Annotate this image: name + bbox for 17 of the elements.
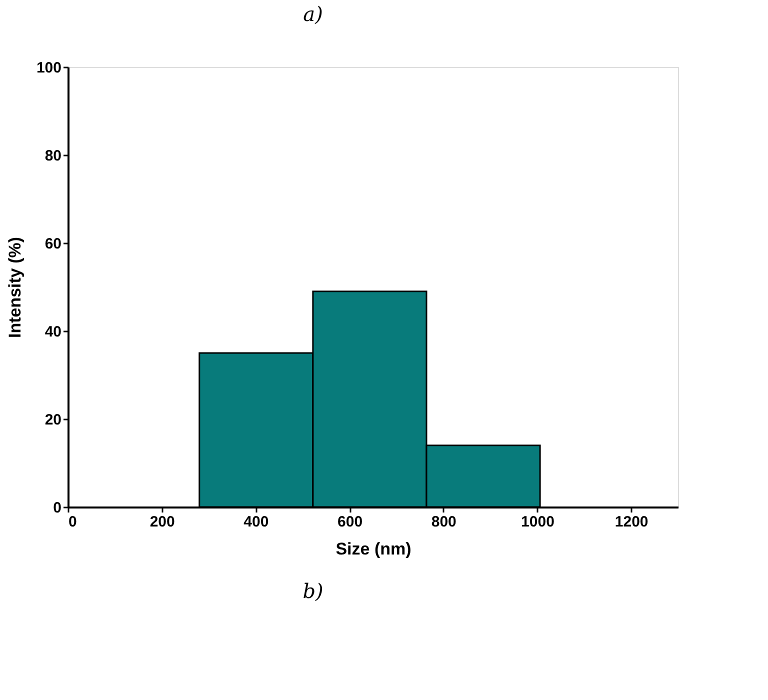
y-tick-label: 100 <box>36 60 62 76</box>
y-axis-title: Intensity (%) <box>5 236 24 338</box>
x-tick-label: 600 <box>338 514 363 530</box>
text: b) <box>302 579 324 603</box>
x-tick-label: 1200 <box>614 514 648 530</box>
y-tick-label: 0 <box>53 500 62 516</box>
x-tick-label: 0 <box>68 514 77 530</box>
x-tick-label: 800 <box>431 514 456 530</box>
x-axis-title: Size (nm) <box>336 540 412 558</box>
y-tick-label: 40 <box>44 324 62 340</box>
y-tick-label: 20 <box>44 412 62 428</box>
x-tick-label: 1000 <box>521 514 554 530</box>
y-tick-label: 60 <box>44 236 62 252</box>
chart-title: a) <box>303 2 323 26</box>
y-tick-label: 80 <box>44 148 62 164</box>
x-tick-label: 200 <box>150 514 175 530</box>
x-tick-label: 400 <box>244 514 269 530</box>
